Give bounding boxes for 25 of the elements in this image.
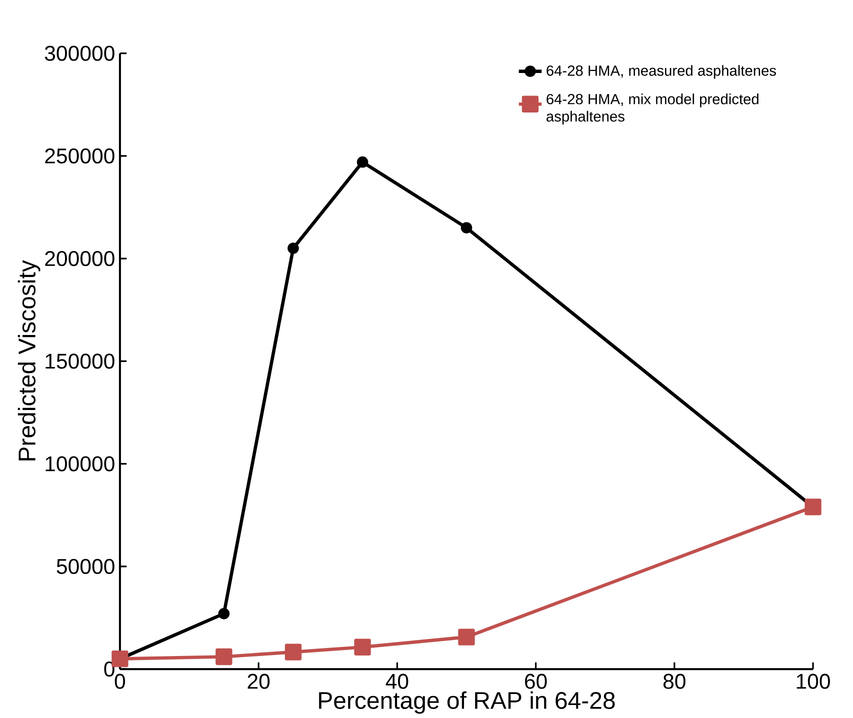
y-tick-label: 100000 <box>46 456 114 472</box>
point <box>460 222 472 234</box>
point <box>284 644 302 660</box>
point <box>356 156 368 168</box>
x-axis-title: Percentage of RAP in 64-28 <box>319 691 615 714</box>
x-tick-label: 60 <box>525 674 547 689</box>
x-tick-label: 80 <box>663 674 686 689</box>
point <box>288 242 299 254</box>
x-tick-label: 0 <box>114 674 126 689</box>
x-tick-label: 20 <box>248 674 270 689</box>
point <box>458 628 475 646</box>
y-tick-label: 50000 <box>56 558 114 574</box>
y-tick-label: 250000 <box>45 148 114 164</box>
point <box>804 498 822 516</box>
x-tick-label: 100 <box>796 674 830 689</box>
x-tick-label: 40 <box>386 674 408 689</box>
point <box>218 608 230 620</box>
point <box>216 648 232 666</box>
y-tick-label: 200000 <box>45 250 114 266</box>
point <box>354 638 371 656</box>
legend-label: 64-28 HMA, measured asphaltenes <box>546 64 776 79</box>
y-axis-title: Predicted Viscosity <box>18 260 40 460</box>
legend-label: 64-28 HMA, mix model predicted asphaltenes <box>546 93 758 124</box>
y-tick-label: 300000 <box>44 46 114 61</box>
y-tick-label: 150000 <box>46 354 114 369</box>
